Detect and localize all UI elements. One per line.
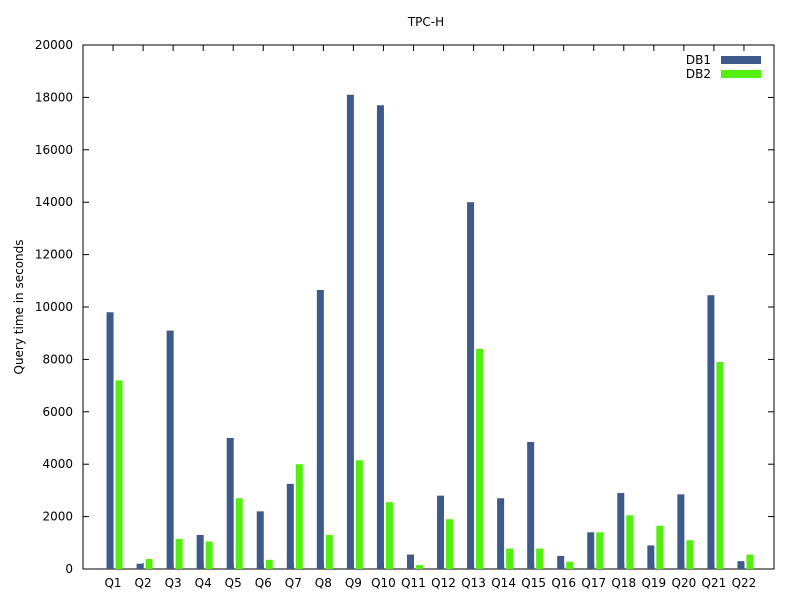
bar-db1-q13 (467, 202, 475, 569)
bar-db1-q16 (557, 555, 565, 569)
bar-db1-q17 (587, 532, 595, 569)
bar-db1-q15 (527, 441, 535, 569)
bar-db1-q8 (316, 289, 324, 569)
x-tick-label: Q8 (315, 576, 332, 590)
bar-db1-q1 (106, 312, 114, 569)
bar-db1-q4 (196, 534, 204, 569)
bar-db1-q11 (406, 554, 414, 569)
x-tick-label: Q22 (732, 576, 757, 590)
chart-title: TPC-H (407, 15, 444, 29)
y-tick-label: 8000 (42, 352, 73, 366)
bars-group (106, 94, 754, 569)
bar-db1-q21 (707, 295, 715, 569)
bar-db2-q3 (175, 538, 183, 569)
bar-db1-q20 (677, 494, 685, 569)
bar-db2-q19 (656, 525, 664, 569)
bar-db1-q9 (346, 94, 354, 569)
legend-label: DB2 (686, 67, 711, 81)
x-tick-label: Q1 (104, 576, 121, 590)
bar-db2-q18 (626, 515, 634, 569)
bar-db1-q14 (497, 498, 505, 569)
bar-db1-q18 (617, 493, 625, 569)
bar-db2-q8 (325, 534, 333, 569)
y-tick-label: 20000 (35, 38, 73, 52)
bar-db2-q9 (355, 460, 363, 569)
x-tick-label: Q6 (255, 576, 272, 590)
x-tick-label: Q18 (611, 576, 636, 590)
bar-db1-q6 (256, 511, 264, 569)
x-tick-label: Q11 (401, 576, 426, 590)
x-tick-label: Q5 (225, 576, 242, 590)
x-tick-label: Q20 (672, 576, 697, 590)
y-tick-label: 6000 (42, 405, 73, 419)
y-tick-label: 16000 (35, 143, 73, 157)
y-tick-label: 10000 (35, 300, 73, 314)
bar-db2-q20 (686, 540, 694, 569)
bar-db1-q5 (226, 438, 234, 569)
plot-frame (82, 44, 775, 570)
x-tick-label: Q16 (551, 576, 576, 590)
x-tick-label: Q13 (461, 576, 486, 590)
x-tick-label: Q17 (581, 576, 606, 590)
bar-db1-q2 (136, 563, 144, 569)
y-tick-label: 12000 (35, 248, 73, 262)
x-tick-label: Q14 (491, 576, 516, 590)
x-tick-label: Q12 (431, 576, 456, 590)
bar-db1-q22 (737, 561, 745, 569)
bar-db2-q4 (205, 541, 213, 569)
y-tick-label: 18000 (35, 90, 73, 104)
y-tick-label: 14000 (35, 195, 73, 209)
y-axis-label: Query time in seconds (12, 239, 26, 374)
bar-db2-q1 (115, 380, 123, 569)
x-axis: Q1 Q2 Q3 Q4 Q5 Q6 Q7 Q8 Q9 Q10 Q11 Q12 Q13 Q14 Q15 Q16 Q… (104, 45, 756, 590)
legend-swatch-db1 (721, 56, 761, 64)
bar-db2-q15 (536, 548, 544, 569)
bar-db2-q11 (415, 565, 423, 569)
x-tick-label: Q4 (195, 576, 212, 590)
y-tick-label: 4000 (42, 457, 73, 471)
x-tick-label: Q10 (371, 576, 396, 590)
y-axis: 0 2000 4000 6000 8000 10000 12000 14000 16000 180… (35, 38, 774, 576)
bar-db2-q5 (235, 498, 243, 569)
y-tick-label: 0 (65, 562, 73, 576)
bar-db2-q6 (265, 559, 273, 569)
bar-db1-q10 (376, 105, 384, 569)
x-tick-label: Q15 (521, 576, 546, 590)
bar-db1-q3 (166, 330, 174, 569)
x-tick-label: Q7 (285, 576, 302, 590)
bar-db2-q17 (596, 532, 604, 569)
bar-db1-q12 (437, 495, 445, 569)
bar-db2-q10 (385, 502, 393, 569)
bar-db2-q12 (446, 519, 454, 569)
bar-db2-q22 (746, 554, 754, 569)
bar-db2-q7 (295, 464, 303, 569)
legend-label: DB1 (686, 53, 711, 67)
bar-db1-q19 (647, 545, 655, 569)
bar-db2-q14 (506, 548, 514, 569)
bar-db2-q2 (145, 559, 153, 569)
y-tick-label: 2000 (42, 510, 73, 524)
bar-db2-q16 (566, 561, 574, 569)
bar-db2-q21 (716, 362, 724, 569)
x-tick-label: Q9 (345, 576, 362, 590)
x-tick-label: Q3 (165, 576, 182, 590)
bar-db1-q7 (286, 483, 294, 569)
x-tick-label: Q2 (135, 576, 152, 590)
x-tick-label: Q21 (702, 576, 727, 590)
legend-swatch-db2 (721, 70, 761, 78)
bar-db2-q13 (476, 348, 484, 569)
x-tick-label: Q19 (641, 576, 666, 590)
